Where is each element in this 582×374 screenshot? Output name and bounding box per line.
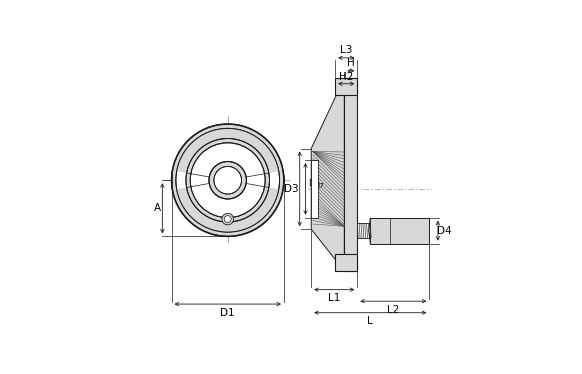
Circle shape (214, 166, 242, 194)
Text: L3: L3 (340, 45, 353, 55)
Circle shape (172, 124, 284, 236)
Text: H2: H2 (339, 71, 353, 82)
Polygon shape (370, 218, 430, 243)
Circle shape (224, 216, 231, 223)
Circle shape (186, 138, 269, 222)
Circle shape (209, 162, 246, 199)
Polygon shape (311, 160, 318, 218)
Circle shape (176, 128, 279, 232)
Text: H: H (347, 58, 354, 68)
Text: A: A (154, 203, 161, 213)
Text: H7: H7 (314, 183, 324, 189)
Text: L2: L2 (387, 305, 399, 315)
Polygon shape (369, 218, 370, 243)
Text: D3: D3 (285, 184, 299, 194)
Polygon shape (335, 78, 357, 95)
Circle shape (222, 213, 233, 225)
Text: D2: D2 (308, 179, 320, 188)
Polygon shape (177, 128, 279, 173)
Text: L: L (367, 316, 373, 327)
Polygon shape (177, 187, 279, 232)
Circle shape (190, 143, 265, 218)
Polygon shape (311, 78, 345, 271)
Polygon shape (335, 254, 357, 271)
Text: D1: D1 (221, 308, 235, 318)
Text: L1: L1 (328, 293, 340, 303)
Text: D4: D4 (437, 226, 452, 236)
Polygon shape (345, 78, 357, 271)
